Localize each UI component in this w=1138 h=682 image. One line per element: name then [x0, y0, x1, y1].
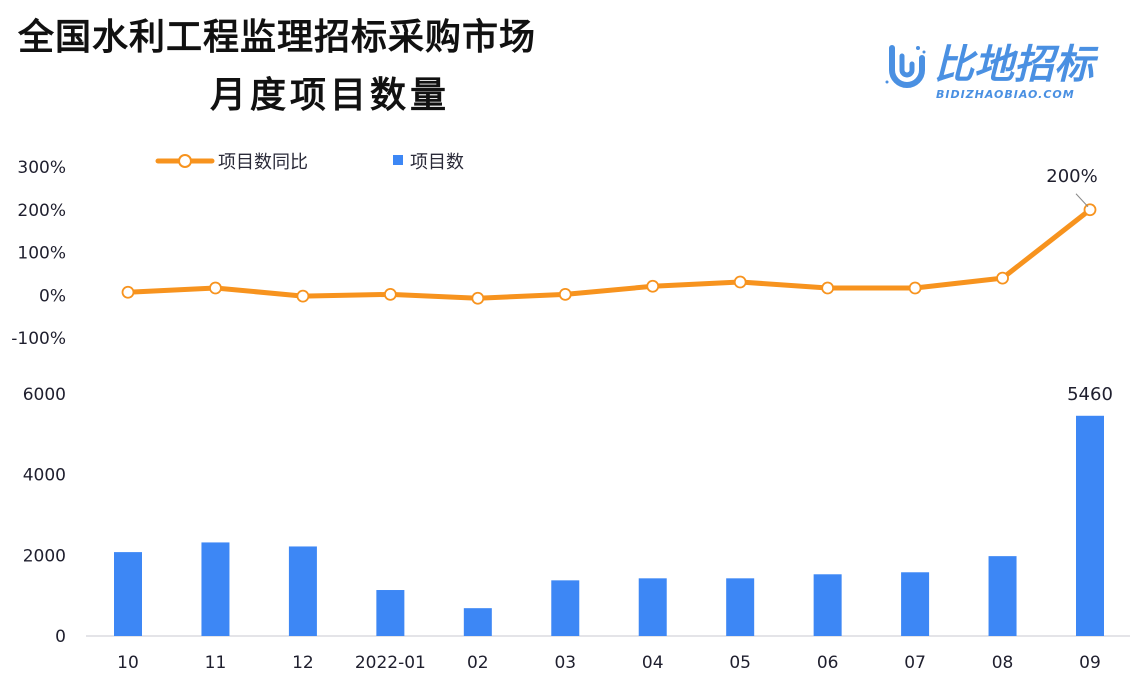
bar-series-count: 5460 [114, 384, 1113, 636]
x-tick-label: 12 [292, 653, 314, 673]
bar-11 [201, 542, 230, 636]
bar-10 [114, 552, 142, 636]
yoy-point-marker [733, 275, 747, 289]
yoy-point-marker [471, 291, 485, 305]
line-y-tick-label: -100% [11, 329, 66, 349]
bar-annotation-label: 5460 [1067, 384, 1113, 405]
logo-swirl-icon [885, 45, 926, 88]
legend-line-label: 项目数同比 [218, 152, 308, 173]
x-tick-label: 04 [642, 653, 664, 673]
x-tick-label: 05 [729, 653, 751, 673]
line-y-tick-label: 200% [17, 201, 66, 221]
line-y-axis: 300% 200% 100% 0% -100% [11, 158, 66, 349]
x-tick-label: 11 [205, 653, 227, 673]
yoy-annotation-label: 200% [1046, 166, 1097, 187]
line-y-tick-label: 0% [39, 286, 66, 306]
legend-item-line: 项目数同比 [155, 152, 308, 173]
bidizhaobiao-logo: 比地招标 BIDIZHAOBIAO.COM [884, 40, 1114, 110]
chart-title: 全国水利工程监理招标采购市场 月度项目数量 [0, 8, 720, 124]
x-tick-label: 02 [467, 653, 489, 673]
bar-09 [1076, 415, 1104, 636]
bar-06 [813, 574, 842, 636]
bar-12 [288, 546, 317, 636]
bar-07 [901, 572, 930, 636]
yoy-point-marker [383, 287, 397, 301]
x-tick-label: 06 [817, 653, 839, 673]
x-tick-label: 03 [554, 653, 576, 673]
bar-y-tick-label: 6000 [23, 385, 66, 405]
yoy-point-marker [821, 281, 835, 295]
annotation-leader-line [1075, 193, 1089, 208]
bar-y-axis: 6000 4000 2000 0 [23, 385, 66, 647]
legend: 项目数同比 项目数 [155, 152, 464, 173]
x-tick-label: 2022-01 [355, 653, 426, 673]
x-tick-label: 08 [992, 653, 1014, 673]
bar-05 [726, 578, 755, 636]
yoy-point-marker [908, 281, 922, 295]
bar-04 [638, 578, 667, 636]
bar-y-tick-label: 2000 [23, 546, 66, 566]
chart-title-line1: 全国水利工程监理招标采购市场 [18, 16, 537, 58]
yoy-line [127, 207, 1092, 301]
bar-2022-01 [376, 590, 405, 636]
chart-title-line2: 月度项目数量 [210, 74, 451, 116]
line-series-yoy: 200% [121, 166, 1098, 305]
yoy-point-marker [646, 279, 660, 293]
x-tick-label: 07 [904, 653, 926, 673]
logo-text-cn: 比地招标 [934, 42, 1094, 88]
yoy-point-marker [121, 285, 135, 299]
legend-bar-swatch-icon [393, 155, 403, 165]
legend-bar-label: 项目数 [410, 152, 464, 173]
line-y-tick-label: 100% [17, 244, 66, 264]
legend-line-marker-icon [178, 154, 192, 168]
bar-02 [463, 608, 492, 636]
x-tick-label: 09 [1079, 653, 1101, 673]
bar-y-tick-label: 0 [55, 627, 66, 647]
bar-03 [551, 580, 580, 636]
line-y-tick-label: 300% [17, 158, 66, 178]
yoy-point-marker [209, 281, 222, 295]
bar-y-tick-label: 4000 [23, 466, 66, 486]
x-axis: 10 11 12 2022-01 02 03 04 05 06 07 08 09 [117, 653, 1101, 673]
yoy-point-marker [558, 287, 572, 301]
x-tick-label: 10 [117, 653, 139, 673]
logo-text-en: BIDIZHAOBIAO.COM [936, 88, 1075, 101]
yoy-point-marker [1083, 203, 1097, 217]
yoy-point-marker [996, 271, 1009, 285]
legend-item-bar: 项目数 [393, 152, 464, 173]
yoy-point-marker [296, 289, 310, 303]
bar-08 [988, 556, 1017, 636]
